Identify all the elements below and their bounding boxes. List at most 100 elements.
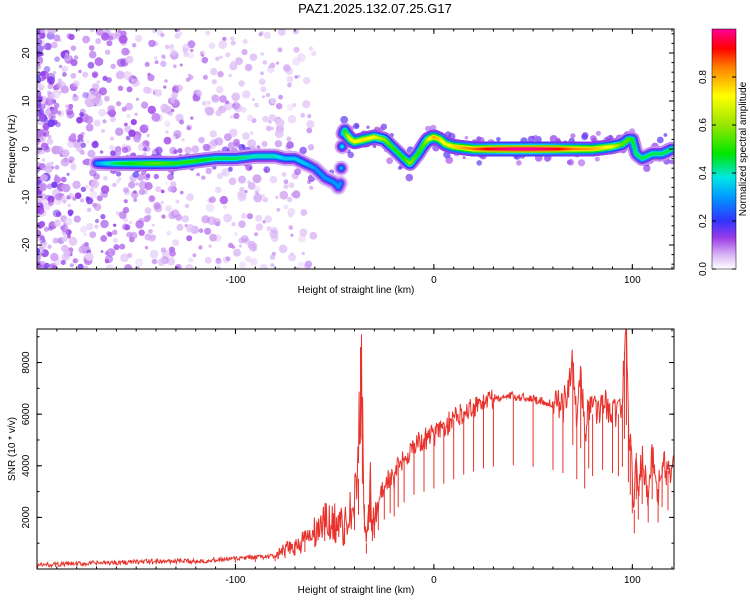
snr-x-axis-label: Height of straight line (km) [298,585,415,596]
noise-dot [160,60,167,67]
noise-dot [132,171,139,178]
noise-dot [106,40,113,47]
noise-dot [274,140,283,148]
noise-dot [89,29,95,33]
noise-dot [37,128,45,137]
noise-dot [47,183,52,188]
noise-dot [110,116,116,123]
noise-dot [45,194,52,201]
noise-dot [166,257,176,266]
noise-dot [135,220,144,229]
noise-dot [209,233,218,242]
noise-dot [290,233,294,237]
noise-dot [175,213,183,221]
noise-dot [144,245,149,250]
noise-dot [44,42,52,51]
noise-dot [221,168,231,177]
noise-dot [309,231,318,240]
noise-dot [88,45,95,51]
noise-dot [216,86,224,94]
noise-dot [244,255,252,263]
noise-dot [116,180,120,184]
noise-dot [65,104,69,109]
ridge-cell [340,145,344,149]
noise-dot [259,264,268,269]
y-tick-label: 10 [21,95,32,107]
colorbar-tick-label: 0.4 [698,166,709,180]
noise-dot [105,264,115,269]
noise-dot [238,175,246,184]
noise-dot [37,247,41,255]
noise-dot [283,204,289,210]
noise-dot [148,39,156,48]
noise-dot [68,236,78,246]
noise-dot [184,146,192,154]
noise-dot [83,265,89,269]
noise-dot [198,136,205,144]
noise-dot [160,247,167,253]
noise-dot [425,125,432,132]
noise-dot [47,29,57,35]
noise-dot [247,182,256,190]
noise-dot [228,167,233,172]
noise-dot [47,119,56,128]
noise-dot [405,173,414,182]
noise-dot [99,150,104,154]
noise-dot [242,39,248,44]
noise-dot [211,94,219,102]
noise-dot [96,195,103,202]
noise-dot [229,128,238,138]
noise-dot [222,36,227,42]
noise-dot [160,200,165,205]
ridge-cell [343,128,347,132]
noise-dot [462,156,466,160]
colorbar-gradient [711,28,737,270]
noise-dot [171,91,179,99]
noise-dot [163,136,172,145]
noise-dot [118,34,128,44]
colorbar-label: Normalized spectral amplitude [738,81,749,216]
noise-dot [60,260,66,265]
noise-dot [283,179,289,185]
noise-dot [82,159,88,165]
noise-dot [581,133,588,141]
noise-dot [73,215,81,223]
noise-dot [178,31,183,36]
noise-dot [308,46,314,51]
noise-dot [40,174,48,182]
noise-dot [215,186,222,194]
noise-dot [164,79,168,83]
noise-dot [269,254,276,260]
noise-dot [98,87,107,96]
noise-dot [161,54,166,59]
noise-dot [228,73,232,78]
noise-dot [149,234,157,241]
noise-dot [148,229,153,234]
x-tick-label: 100 [624,275,641,286]
colorbar-tick-label: 0.6 [698,118,709,132]
noise-dot [144,124,149,129]
noise-dot [187,52,195,59]
noise-dot [215,259,223,266]
noise-dot [264,215,273,224]
noise-dot [177,148,183,154]
noise-dot [51,265,57,269]
noise-dot [125,55,134,64]
snr-series-line [37,329,674,569]
noise-dot [170,181,177,188]
ridge-cell [338,184,341,187]
noise-dot [89,187,95,192]
noise-dot [155,186,162,193]
noise-dot [66,172,70,176]
noise-dot [121,106,127,112]
noise-dot [138,188,146,195]
noise-dot [235,57,243,66]
noise-dot [121,146,129,153]
noise-dot [126,231,133,238]
noise-dot [52,237,59,244]
noise-dot [209,196,216,204]
noise-dot [62,65,69,72]
noise-dot [147,74,155,82]
noise-dot [292,190,301,199]
